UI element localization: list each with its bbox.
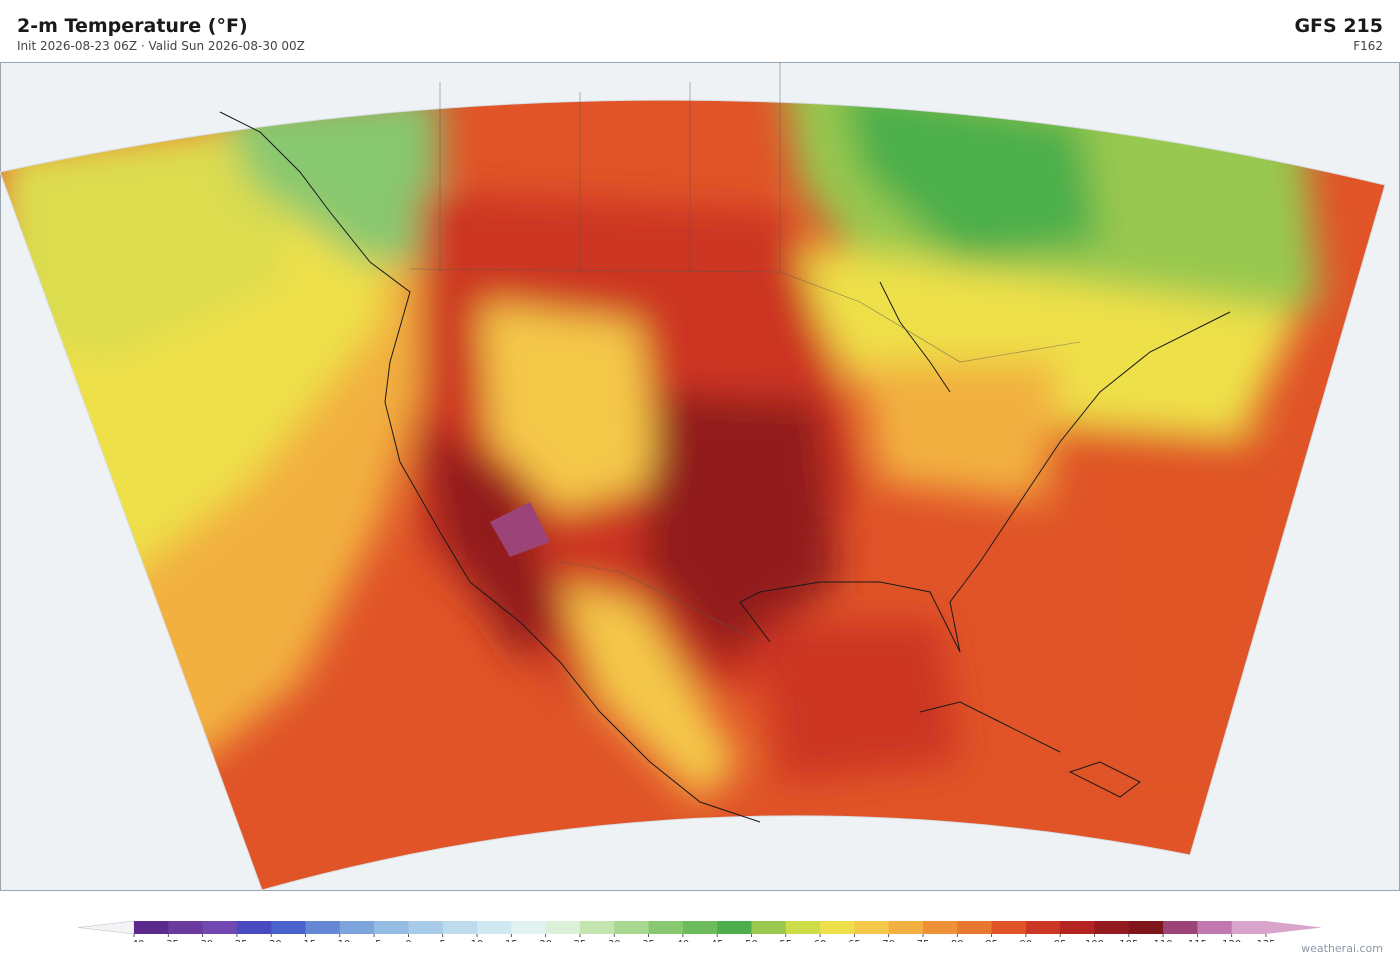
colorbar-tick-label: −35: [158, 939, 179, 942]
colorbar-segment: [511, 921, 547, 934]
colorbar-tick-label: 40: [676, 939, 689, 942]
colorbar-segment: [202, 921, 238, 934]
colorbar-segment: [614, 921, 650, 934]
colorbar-segment: [922, 921, 958, 934]
colorbar-segment: [305, 921, 341, 934]
colorbar-tick-label: 95: [1054, 939, 1067, 942]
colorbar-tick-label: −15: [295, 939, 316, 942]
colorbar-tick-label: −40: [123, 939, 144, 942]
colorbar-tick-label: 35: [642, 939, 655, 942]
colorbar-tick-label: 30: [608, 939, 621, 942]
domain-outline: [0, 99, 1386, 891]
colorbar-segment: [1060, 921, 1095, 934]
colorbar-tick-label: 10: [471, 939, 484, 942]
colorbar-tick-label: 60: [814, 939, 827, 942]
colorbar-segment: [271, 921, 307, 934]
colorbar-segment: [682, 921, 718, 934]
colorbar-tick-label: 50: [745, 939, 758, 942]
colorbar-segment: [442, 921, 478, 934]
colorbar-segment: [648, 921, 684, 934]
colorbar-segment: [477, 921, 512, 934]
colorbar-segment: [717, 921, 752, 934]
colorbar-over: [1266, 921, 1322, 934]
colorbar-segment: [1163, 921, 1198, 934]
colorbar-tick-label: 115: [1188, 939, 1207, 942]
model-label: GFS 215: [1294, 15, 1383, 37]
colorbar-tick-label: 120: [1222, 939, 1241, 942]
colorbar-segment: [854, 921, 890, 934]
colorbar-tick-label: 80: [951, 939, 964, 942]
colorbar-segment: [785, 921, 821, 934]
colorbar-tick-label: 85: [985, 939, 998, 942]
colorbar-tick-label: 0: [405, 939, 411, 942]
colorbar-segment: [1231, 921, 1267, 934]
forecast-hour: F162: [1353, 39, 1383, 53]
title: 2-m Temperature (°F): [17, 15, 248, 37]
colorbar: −40 −35 −30 −25 −20 −15 −10 −5 0 5 10 15 20 25 30 35 40 4…: [77, 920, 1322, 942]
colorbar-segment: [236, 921, 272, 934]
colorbar-segment: [957, 921, 993, 934]
colorbar-segment: [820, 921, 855, 934]
colorbar-tick-label: 45: [711, 939, 724, 942]
colorbar-tick-label: −30: [192, 939, 213, 942]
colorbar-segment: [888, 921, 924, 934]
colorbar-tick-label: −25: [226, 939, 247, 942]
colorbar-segment: [168, 921, 204, 934]
colorbar-tick-label: −5: [367, 939, 382, 942]
map: [0, 62, 1400, 891]
colorbar-segment: [751, 921, 787, 934]
colorbar-segment: [134, 921, 169, 934]
colorbar-segment: [545, 921, 581, 934]
coastlines: [219, 111, 1231, 823]
colorbar-segment: [408, 921, 444, 934]
colorbar-tick-label: −10: [329, 939, 350, 942]
colorbar-under: [77, 920, 135, 935]
colorbar-tick-label: −20: [261, 939, 282, 942]
colorbar-tick-label: 25: [574, 939, 587, 942]
colorbar-segment: [991, 921, 1027, 934]
colorbar-tick-label: 70: [882, 939, 895, 942]
colorbar-tick-label: 20: [539, 939, 552, 942]
colorbar-tick-label: 125: [1256, 939, 1275, 942]
colorbar-tick-label: 15: [505, 939, 518, 942]
colorbar-segment: [579, 921, 615, 934]
colorbar-segment: [1025, 921, 1061, 934]
colorbar-tick-label: 100: [1085, 939, 1104, 942]
colorbar-tick-label: 105: [1119, 939, 1138, 942]
colorbar-tick-label: 110: [1154, 939, 1173, 942]
credit: weatherai.com: [1301, 942, 1383, 955]
colorbar-tick-label: 75: [917, 939, 930, 942]
colorbar-tick-label: 55: [779, 939, 792, 942]
subtitle: Init 2026-08-23 06Z · Valid Sun 2026-08-…: [17, 39, 305, 53]
colorbar-tick-label: 5: [440, 939, 446, 942]
borders: [409, 62, 1081, 643]
colorbar-tick-label: 65: [848, 939, 861, 942]
colorbar-segment: [1128, 921, 1164, 934]
colorbar-segment: [1197, 921, 1233, 934]
colorbar-segment: [339, 921, 375, 934]
colorbar-segment: [1094, 921, 1130, 934]
colorbar-tick-label: 90: [1020, 939, 1033, 942]
colorbar-segment: [374, 921, 409, 934]
